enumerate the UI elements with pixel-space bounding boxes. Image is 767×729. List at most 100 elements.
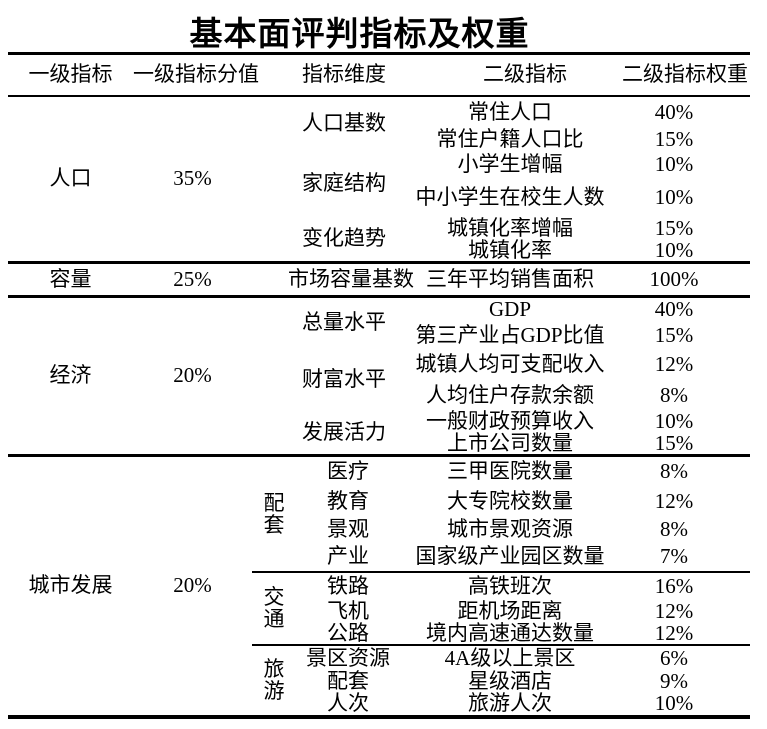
cell-dimension: 家庭结构 bbox=[302, 171, 386, 195]
cell-level2-indicator: 高铁班次 bbox=[400, 570, 620, 600]
header-row: 一级指标 一级指标分值 指标维度 二级指标 二级指标权重 bbox=[8, 53, 750, 97]
table-row: 第三产业占GDP比值 15% bbox=[8, 322, 750, 348]
cell-level2-indicator: 三甲医院数量 bbox=[400, 454, 620, 487]
cell-weight: 12% bbox=[654, 488, 694, 513]
cell-level1-score: 25% bbox=[133, 260, 252, 296]
cell-dimension: 人口基数 bbox=[302, 111, 386, 135]
table-row: 飞机 距机场距离 12% bbox=[8, 600, 750, 623]
table-row: 容量 25% 市场容量基数 三年平均销售面积 100% bbox=[8, 260, 750, 296]
cell-level2-indicator: 城镇人均可支配收入 bbox=[415, 352, 605, 376]
cell-dimension: 财富水平 bbox=[302, 366, 386, 391]
table-row: 人均住户存款余额 8% bbox=[8, 381, 750, 410]
table-row: 景观 城市景观资源 8% bbox=[8, 516, 750, 543]
cell-weight: 10% bbox=[654, 691, 694, 715]
table-row: 中小学生在校生人数 10% bbox=[8, 179, 750, 217]
cell-level1-indicator: 人口 bbox=[49, 166, 92, 190]
cell-sub-dimension: 产业 bbox=[327, 544, 369, 568]
cell-sub-dimension: 教育 bbox=[327, 488, 369, 513]
cell-level2-indicator: 境内高速通达数量 bbox=[426, 620, 594, 645]
cell-level2-indicator: 星级酒店 bbox=[468, 669, 552, 693]
table-row: 产业 国家级产业园区数量 7% bbox=[8, 543, 750, 572]
cell-weight: 10% bbox=[654, 152, 694, 176]
cell-sub-dimension: 医疗 bbox=[296, 454, 400, 487]
table-row: 配套 星级酒店 9% bbox=[8, 671, 750, 693]
header-level1-score: 一级指标分值 bbox=[133, 53, 259, 97]
table-row: 城市发展 20% 配 套 医疗 三甲医院数量 8% bbox=[8, 454, 750, 717]
table-row: 城镇化率 10% bbox=[8, 237, 750, 263]
cell-level1-score: 35% bbox=[173, 166, 212, 190]
cell-level2-indicator: 小学生增幅 bbox=[457, 152, 563, 176]
cell-weight: 10% bbox=[654, 237, 694, 262]
cell-weight: 7% bbox=[660, 544, 688, 568]
cell-level1-indicator: 城市发展 bbox=[8, 454, 133, 717]
cell-level2-indicator: 一般财政预算收入 bbox=[426, 409, 594, 433]
page-title: 基本面评判指标及权重 bbox=[189, 17, 530, 53]
cell-level2-indicator: GDP bbox=[400, 294, 620, 322]
cell-level2-indicator: 中小学生在校生人数 bbox=[415, 185, 605, 209]
header-dimension: 指标维度 bbox=[252, 53, 400, 97]
cell-sub-dimension: 飞机 bbox=[327, 598, 369, 623]
cell-level1-indicator: 经济 bbox=[8, 294, 133, 456]
cell-level2-indicator: 4A级以上景区 bbox=[400, 643, 620, 671]
table-row: 人口 35% 人口基数 常住人口 40% bbox=[8, 96, 750, 189]
cell-weight: 15% bbox=[654, 322, 694, 347]
cell-level2-indicator: 大专院校数量 bbox=[447, 488, 573, 513]
cell-level1-score: 20% bbox=[133, 454, 252, 717]
cell-sub-dimension: 铁路 bbox=[296, 570, 400, 600]
cell-level1-indicator: 容量 bbox=[8, 260, 133, 296]
header-level2-weight: 二级指标权重 bbox=[620, 53, 750, 97]
cell-level2-indicator: 常住户籍人口比 bbox=[436, 127, 584, 151]
cell-weight: 16% bbox=[620, 570, 750, 600]
cell-weight: 15% bbox=[654, 127, 694, 151]
header-level2-indicator: 二级指标 bbox=[400, 53, 620, 97]
table-row: 常住户籍人口比 15% bbox=[8, 129, 750, 151]
cell-level2-indicator: 城镇化率 bbox=[468, 237, 552, 262]
cell-weight: 9% bbox=[660, 669, 688, 693]
cell-weight: 40% bbox=[620, 294, 750, 322]
cell-sub-dimension: 景区资源 bbox=[296, 643, 400, 671]
cell-weight: 12% bbox=[654, 620, 694, 645]
table-row: 发展活力 一般财政预算收入 10% bbox=[8, 409, 750, 442]
cell-dimension: 发展活力 bbox=[302, 419, 386, 444]
cell-weight: 15% bbox=[654, 431, 694, 455]
cell-dimension-vertical: 交 通 bbox=[252, 570, 296, 645]
cell-weight: 12% bbox=[654, 352, 694, 376]
cell-dimension: 总量水平 bbox=[252, 294, 400, 348]
cell-sub-dimension: 人次 bbox=[327, 691, 369, 715]
cell-level2-indicator: 第三产业占GDP比值 bbox=[415, 322, 605, 347]
indicator-weight-table: 一级指标 一级指标分值 指标维度 二级指标 二级指标权重 人口 35% 人口基数… bbox=[8, 52, 750, 719]
cell-dimension-vertical: 配 套 bbox=[252, 454, 296, 572]
cell-level2-indicator: 上市公司数量 bbox=[447, 431, 573, 455]
table-row: 公路 境内高速通达数量 12% bbox=[8, 620, 750, 645]
cell-weight: 8% bbox=[660, 516, 688, 541]
table-row: 交 通 铁路 高铁班次 16% bbox=[8, 570, 750, 645]
cell-level2-indicator: 城市景观资源 bbox=[447, 516, 573, 541]
cell-weight: 8% bbox=[620, 454, 750, 487]
cell-sub-dimension: 景观 bbox=[327, 516, 369, 541]
table-row: 财富水平 城镇人均可支配收入 12% bbox=[8, 348, 750, 390]
cell-level2-indicator: 旅游人次 bbox=[468, 691, 552, 715]
cell-weight: 15% bbox=[654, 215, 694, 240]
table-row: 家庭结构 小学生增幅 10% bbox=[8, 151, 750, 194]
table-row: 旅 游 景区资源 4A级以上景区 6% bbox=[8, 643, 750, 717]
cell-weight: 10% bbox=[654, 409, 694, 433]
cell-dimension: 市场容量基数 bbox=[252, 260, 414, 296]
table-row: 教育 大专院校数量 12% bbox=[8, 487, 750, 516]
table-row: 经济 20% 总量水平 GDP 40% bbox=[8, 294, 750, 456]
cell-level2-indicator: 距机场距离 bbox=[457, 598, 563, 623]
table-row: 上市公司数量 15% bbox=[8, 433, 750, 456]
cell-sub-dimension: 公路 bbox=[327, 620, 369, 645]
cell-level2-indicator: 人均住户存款余额 bbox=[426, 383, 594, 407]
cell-weight: 40% bbox=[654, 100, 694, 124]
cell-level2-indicator: 常住人口 bbox=[468, 100, 552, 124]
cell-level1-score: 20% bbox=[133, 294, 252, 456]
table-row: 人次 旅游人次 10% bbox=[8, 693, 750, 717]
cell-dimension: 变化趋势 bbox=[302, 226, 386, 250]
cell-dimension-vertical: 旅 游 bbox=[252, 643, 296, 717]
cell-sub-dimension: 配套 bbox=[327, 669, 369, 693]
cell-level2-indicator: 国家级产业园区数量 bbox=[415, 544, 605, 568]
cell-weight: 10% bbox=[654, 185, 694, 209]
header-level1-indicator: 一级指标 bbox=[8, 53, 133, 97]
cell-weight: 8% bbox=[660, 383, 688, 407]
